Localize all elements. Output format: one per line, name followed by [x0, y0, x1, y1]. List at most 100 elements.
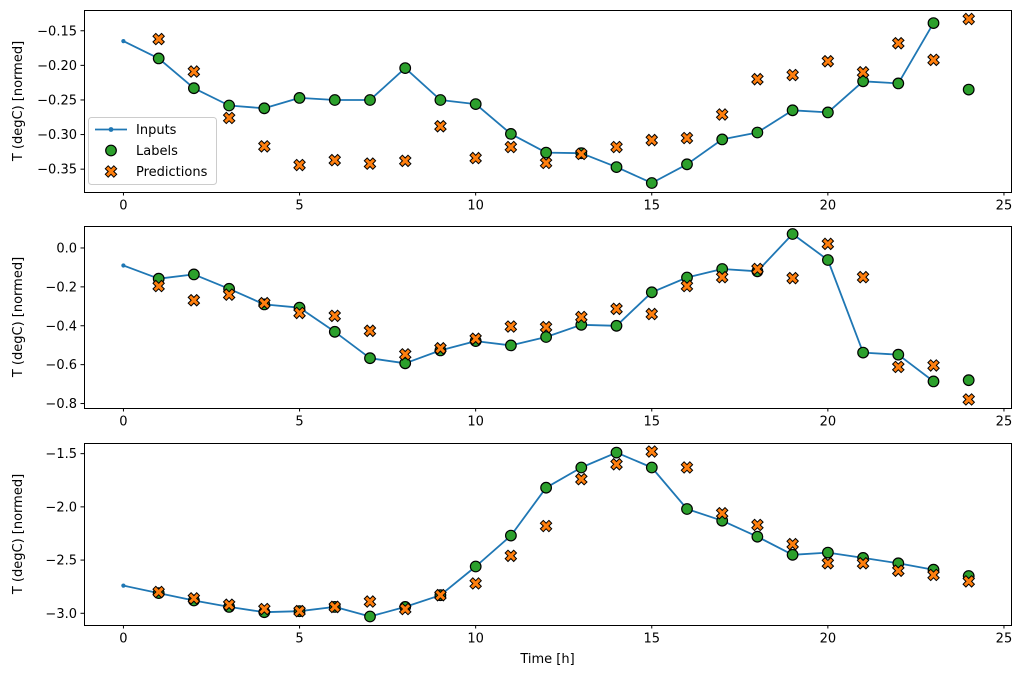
predictions-point-marker [927, 359, 940, 372]
x-tick-label: 5 [295, 199, 303, 214]
legend-inputs-dot-icon [108, 127, 114, 132]
x-tick-label: 10 [467, 199, 484, 214]
labels-point-marker [645, 286, 658, 299]
labels-point-marker [645, 461, 658, 474]
labels-point-marker [293, 91, 306, 104]
y-tick-label: −0.15 [37, 24, 77, 39]
predictions-point-marker [434, 341, 447, 355]
predictions-point-marker [257, 296, 271, 310]
predictions-point-marker [680, 131, 694, 145]
predictions-point-marker [398, 154, 412, 168]
labels-point-marker [399, 357, 412, 370]
legend-entry-inputs: Inputs [136, 123, 177, 138]
x-tick-label: 25 [996, 199, 1013, 214]
inputs-point-marker [121, 39, 126, 44]
predictions-point-marker [434, 119, 447, 133]
predictions-point-marker [751, 72, 764, 86]
labels-point-marker [786, 228, 799, 240]
labels-point-marker [786, 548, 799, 561]
x-tick-label: 0 [119, 415, 127, 430]
labels-point-marker [505, 339, 517, 352]
labels-point-marker [786, 104, 799, 117]
labels-point-marker [575, 461, 588, 474]
x-tick-label: 20 [820, 199, 837, 214]
x-tick-label: 10 [467, 415, 484, 430]
predictions-point-marker [927, 568, 940, 582]
x-tick-label: 20 [820, 632, 837, 647]
labels-point-marker [927, 17, 940, 29]
predictions-point-marker [610, 457, 623, 471]
y-tick-label: −1.5 [45, 447, 77, 462]
labels-point-marker [716, 133, 729, 146]
predictions-point-marker [786, 537, 800, 551]
labels-point-marker [645, 177, 658, 189]
legend-predictions-x-icon [104, 165, 118, 178]
x-tick-label: 20 [820, 415, 837, 430]
labels-point-marker [364, 610, 376, 623]
labels-point-marker [857, 346, 869, 359]
labels-point-marker [751, 126, 764, 139]
labels-point-marker [681, 158, 693, 171]
predictions-point-marker [152, 32, 166, 46]
y-tick-label: −2.0 [45, 500, 77, 515]
predictions-point-marker [434, 588, 447, 602]
inputs-line [122, 451, 935, 618]
predictions-point-marker [715, 108, 729, 121]
y-tick-label: −0.2 [45, 280, 77, 295]
labels-point-marker [540, 481, 552, 494]
predictions-point-marker [751, 518, 764, 532]
predictions-point-marker [539, 156, 553, 170]
predictions-point-marker [328, 309, 342, 323]
y-tick-label: −0.30 [37, 128, 77, 143]
x-tick-label: 25 [996, 415, 1013, 430]
labels-point-marker [751, 530, 764, 543]
predictions-point-marker [821, 54, 835, 68]
predictions-point-marker [574, 310, 588, 324]
labels-point-marker [610, 161, 623, 174]
predictions-point-marker [152, 585, 166, 599]
labels-point-marker [434, 94, 447, 106]
legend-entry-labels: Labels [136, 144, 178, 159]
labels-point-marker [892, 348, 905, 361]
labels-point-marker [152, 52, 165, 65]
legend-entry-predictions: Predictions [136, 165, 208, 180]
x-tick-label: 0 [119, 632, 127, 647]
labels-point-marker [540, 146, 552, 159]
y-tick-label: −0.8 [45, 397, 77, 412]
predictions-point-marker [610, 302, 623, 316]
y-axis-label: T (degC) [normed] [11, 41, 26, 162]
labels-point-marker [962, 83, 975, 96]
labels-point-marker [857, 75, 869, 88]
labels-point-marker [328, 94, 341, 106]
axes-frame [84, 10, 1012, 193]
predictions-point-marker [856, 65, 870, 79]
legend: Inputs Labels Predictions [88, 117, 217, 185]
subplot-2: 0 5 10 15 20 25 0.0 −0.2 −0.4 −0.6 −0.8 T (degC) [n… [11, 226, 1013, 430]
labels-point-marker [328, 325, 341, 338]
predictions-point-marker [539, 320, 553, 334]
subplot-1: 0 5 10 15 20 25 −0.15 −0.20 −0.25 −0.30 −0.35 T (de… [11, 10, 1013, 214]
predictions-point-marker [187, 293, 201, 307]
x-tick-label: 5 [295, 632, 303, 647]
y-axis-label: T (degC) [normed] [11, 257, 26, 378]
predictions-point-marker [821, 237, 835, 251]
x-tick-label: 15 [643, 415, 660, 430]
predictions-point-marker [187, 591, 201, 605]
predictions-point-marker [680, 461, 694, 474]
predictions-point-marker [891, 36, 905, 50]
predictions-point-marker [222, 598, 236, 612]
labels-point-marker [610, 319, 623, 332]
labels-point-marker [223, 99, 236, 112]
predictions-point-marker [328, 153, 342, 167]
predictions-point-marker [504, 320, 518, 333]
inputs-point-marker [121, 583, 126, 588]
labels-point-marker [610, 446, 623, 459]
labels-point-marker [364, 352, 376, 365]
predictions-point-marker [152, 279, 166, 293]
labels-point-marker [822, 254, 834, 266]
predictions-point-marker [257, 139, 271, 153]
predictions-point-marker [293, 604, 306, 618]
labels-point-marker [399, 62, 412, 74]
